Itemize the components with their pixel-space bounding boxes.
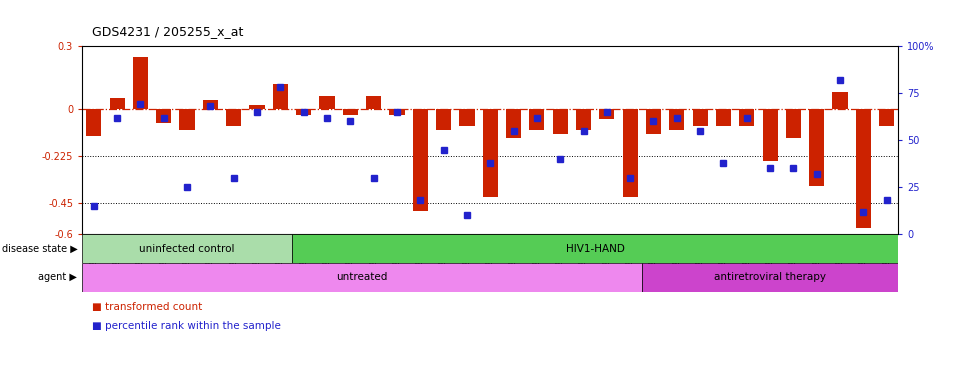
Bar [576,109,591,130]
Bar [641,263,898,292]
Bar [810,109,824,186]
Bar [460,109,474,126]
Bar [133,56,148,109]
Bar [716,109,731,126]
Text: antiretroviral therapy: antiretroviral therapy [714,272,826,283]
Bar [412,109,428,211]
Bar [739,109,754,126]
Bar [693,109,708,126]
Bar [203,101,218,109]
Text: uninfected control: uninfected control [139,243,235,254]
Text: GDS4231 / 205255_x_at: GDS4231 / 205255_x_at [92,25,243,38]
Bar [599,109,614,119]
Bar [879,109,895,126]
Bar [483,109,497,197]
Bar [180,109,194,130]
Bar [82,234,292,263]
Bar [623,109,638,197]
Bar [226,109,242,126]
Text: HIV1-HAND: HIV1-HAND [566,243,625,254]
Bar [82,263,641,292]
Bar [109,98,125,109]
Bar [292,234,898,263]
Bar [529,109,545,130]
Text: ■ transformed count: ■ transformed count [92,302,202,312]
Bar [272,84,288,109]
Text: agent ▶: agent ▶ [39,272,77,283]
Bar [366,96,382,109]
Bar [762,109,778,161]
Bar [833,92,847,109]
Bar [249,104,265,109]
Text: ■ percentile rank within the sample: ■ percentile rank within the sample [92,321,281,331]
Text: disease state ▶: disease state ▶ [2,243,77,254]
Text: untreated: untreated [336,272,387,283]
Bar [389,109,405,115]
Bar [506,109,521,138]
Bar [669,109,684,130]
Bar [553,109,568,134]
Bar [320,96,334,109]
Bar [436,109,451,130]
Bar [856,109,871,228]
Bar [86,109,101,136]
Bar [297,109,311,115]
Bar [646,109,661,134]
Bar [343,109,357,115]
Bar [786,109,801,138]
Bar [156,109,171,123]
